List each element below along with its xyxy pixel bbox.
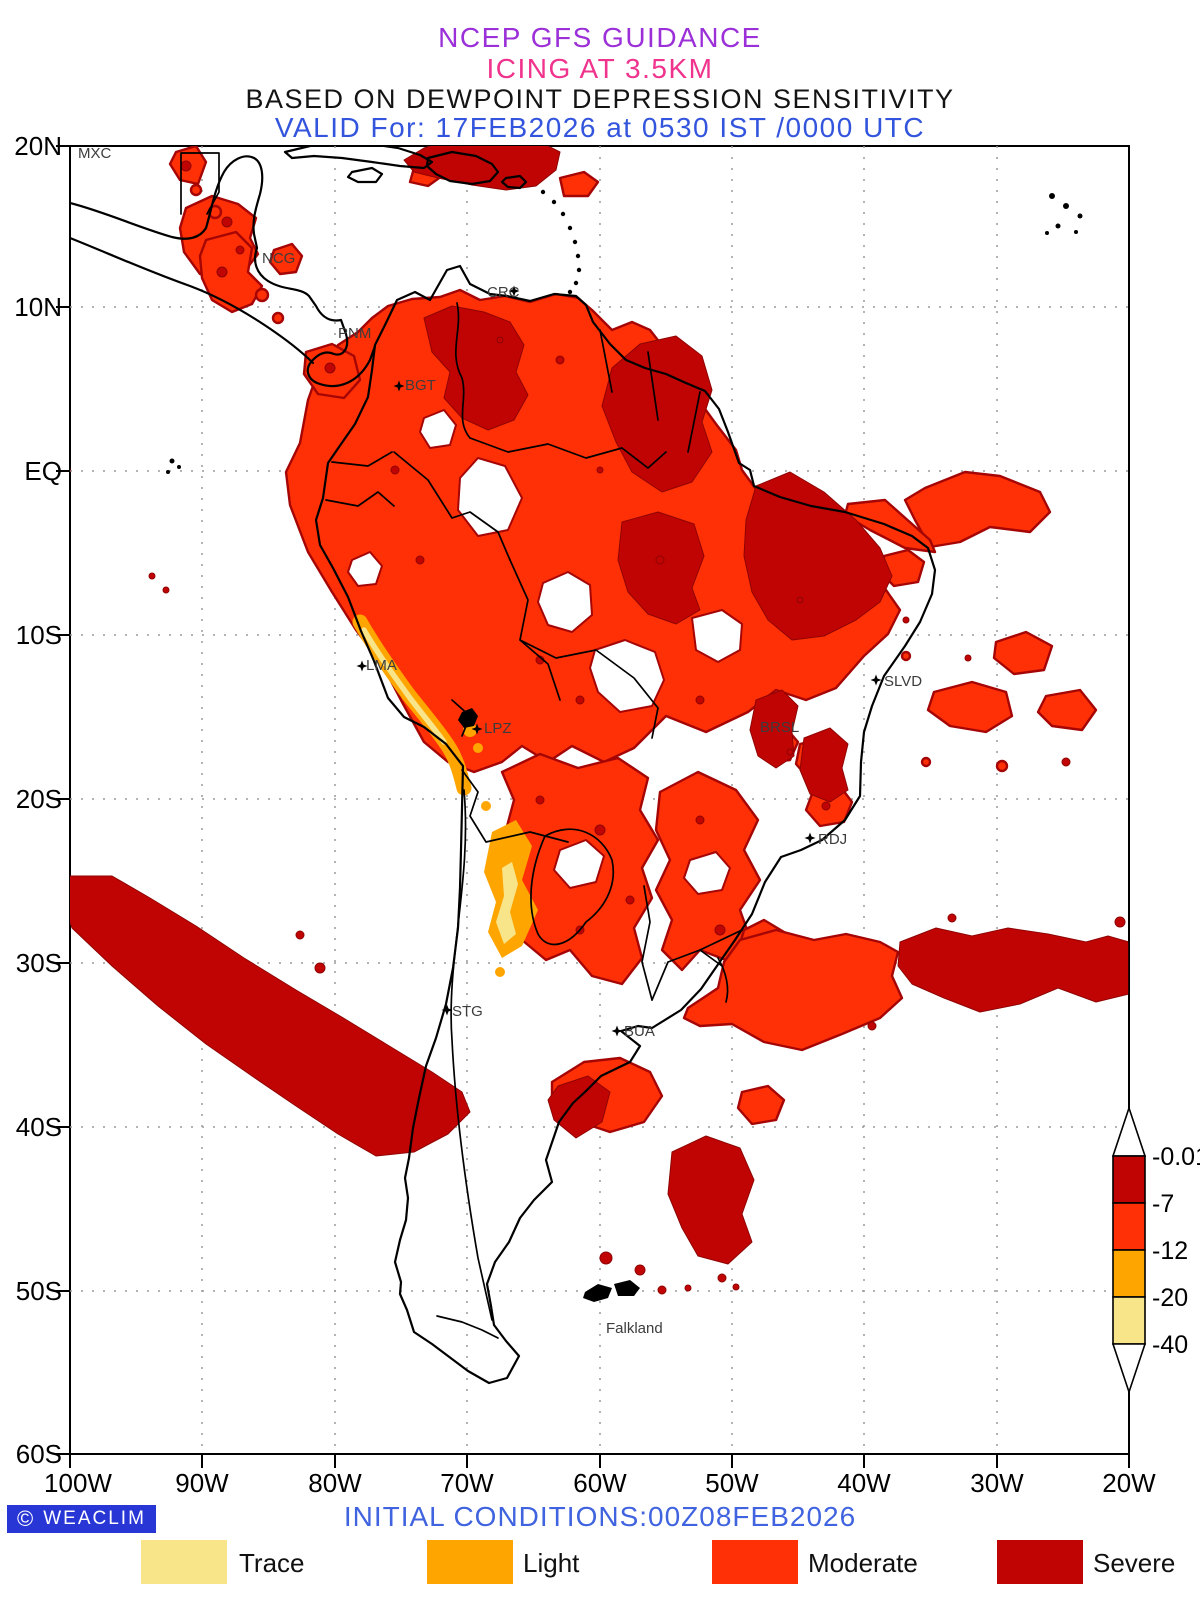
- legend-label-light: Light: [523, 1548, 580, 1578]
- map-content: MXC NCG CRC PNM BGT LMA LPZ SLVD BRSL RD…: [70, 145, 1129, 1385]
- country-borders: [325, 302, 743, 1321]
- axis-ticks: [56, 145, 1130, 1468]
- icing-trace-regions: [361, 627, 518, 944]
- colorbar-tick-2: -12: [1152, 1237, 1188, 1265]
- colorbar: -0.01 -7 -12 -20 -40: [1111, 146, 1200, 1454]
- colorbar-tick-0: -0.01: [1152, 1143, 1200, 1171]
- title-product: ICING AT 3.5KM: [486, 53, 714, 84]
- initial-conditions-text: INITIAL CONDITIONS:00Z08FEB2026: [343, 1501, 857, 1532]
- lon-label-70w: 70W: [440, 1468, 494, 1498]
- colorbar-trace-segment: [1112, 1296, 1146, 1345]
- colorbar-severe-segment: [1112, 1155, 1146, 1204]
- lat-label-eq: EQ: [24, 456, 62, 486]
- legend-swatch-trace: [141, 1540, 227, 1584]
- lon-label-30w: 30W: [970, 1468, 1024, 1498]
- city-label-crc: CRC: [487, 284, 520, 301]
- colorbar-tick-4: -40: [1152, 1331, 1188, 1359]
- lat-label-60s: 60S: [16, 1439, 62, 1469]
- colorbar-moderate-segment: [1112, 1202, 1146, 1251]
- legend-label-severe: Severe: [1093, 1548, 1175, 1578]
- city-label-falkland: Falkland: [606, 1320, 663, 1337]
- copyright-icon: ©: [17, 1506, 36, 1531]
- legend-swatch-light: [427, 1540, 513, 1584]
- lat-label-40s: 40S: [16, 1112, 62, 1142]
- weaclim-logo: © WEACLIM: [7, 1505, 156, 1533]
- lat-label-30s: 30S: [16, 948, 62, 978]
- legend-label-trace: Trace: [239, 1548, 305, 1578]
- city-label-lma: LMA: [366, 657, 397, 674]
- city-label-rdj: RDJ: [818, 831, 847, 848]
- severity-legend: Trace Light Moderate Severe: [141, 1540, 1175, 1584]
- lon-label-40w: 40W: [837, 1468, 891, 1498]
- lon-label-60w: 60W: [573, 1468, 627, 1498]
- lon-label-50w: 50W: [705, 1468, 759, 1498]
- city-label-stg: STG: [452, 1003, 483, 1020]
- city-label-mxc: MXC: [78, 145, 112, 162]
- icing-clear-holes: [347, 409, 743, 895]
- lon-label-80w: 80W: [308, 1468, 362, 1498]
- lat-label-10s: 10S: [16, 620, 62, 650]
- city-label-bua: BUA: [624, 1023, 655, 1040]
- colorbar-light-segment: [1112, 1249, 1146, 1298]
- title-validity: VALID For: 17FEB2026 at 0530 IST /0000 U…: [274, 112, 926, 143]
- lat-label-50s: 50S: [16, 1276, 62, 1306]
- legend-label-moderate: Moderate: [808, 1548, 918, 1578]
- city-label-ncg: NCG: [262, 250, 295, 267]
- city-label-bgt: BGT: [405, 377, 436, 394]
- latitude-axis: 20N 10N EQ 10S 20S 30S 40S 50S 60S: [14, 131, 62, 1469]
- lon-label-100w: 100W: [44, 1468, 112, 1498]
- lon-label-90w: 90W: [175, 1468, 229, 1498]
- lat-label-20s: 20S: [16, 784, 62, 814]
- lat-label-10n: 10N: [14, 292, 62, 322]
- colorbar-tick-3: -20: [1152, 1284, 1188, 1312]
- longitude-axis: 100W 90W 80W 70W 60W 50W 40W 30W 20W: [44, 1468, 1156, 1498]
- coastlines: [70, 146, 1083, 1385]
- title-method: BASED ON DEWPOINT DEPRESSION SENSITIVITY: [245, 84, 955, 114]
- weaclim-logo-text: WEACLIM: [43, 1508, 146, 1529]
- lon-label-20w: 20W: [1102, 1468, 1156, 1498]
- title-model: NCEP GFS GUIDANCE: [438, 22, 762, 53]
- city-label-lpz: LPZ: [484, 720, 512, 737]
- city-label-slvd: SLVD: [884, 673, 922, 690]
- legend-swatch-moderate: [712, 1540, 798, 1584]
- legend-swatch-severe: [997, 1540, 1083, 1584]
- lat-label-20n: 20N: [14, 131, 62, 161]
- colorbar-arrow-bottom: [1111, 1343, 1147, 1395]
- city-label-brsl: BRSL: [760, 719, 799, 736]
- colorbar-tick-1: -7: [1152, 1190, 1174, 1218]
- city-labels: MXC NCG CRC PNM BGT LMA LPZ SLVD BRSL RD…: [78, 145, 922, 1337]
- city-label-pnm: PNM: [338, 325, 371, 342]
